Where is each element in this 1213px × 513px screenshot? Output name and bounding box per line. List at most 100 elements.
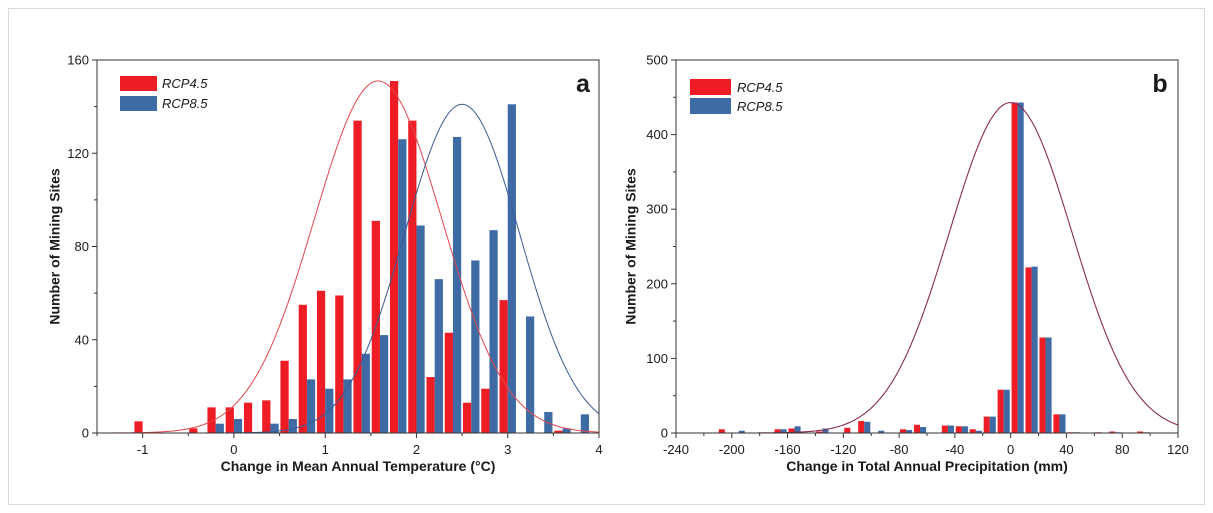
fit-curve-rcp85	[676, 102, 1179, 434]
fit-curve-rcp45	[96, 80, 600, 434]
x-tick-label: -120	[830, 442, 856, 457]
bar-rcp45	[225, 407, 234, 433]
legend: RCP4.5 RCP8.5	[120, 76, 208, 111]
x-tick-label: 0	[1007, 442, 1014, 457]
legend-label-rcp85: RCP8.5	[737, 99, 783, 114]
x-tick-label: -160	[775, 442, 801, 457]
bar-rcp85	[961, 426, 968, 433]
bar-rcp85	[878, 430, 885, 433]
bar-rcp85	[920, 427, 927, 433]
bar-rcp45	[844, 427, 851, 433]
bar-rcp45	[969, 429, 976, 433]
legend-swatch-rcp85	[120, 96, 157, 111]
bar-rcp45	[913, 424, 921, 433]
bar-rcp85	[398, 139, 407, 433]
legend-swatch-rcp85	[690, 98, 731, 114]
bar-rcp85	[1045, 337, 1052, 433]
bar-rcp85	[738, 430, 745, 433]
bar-rcp45	[1109, 431, 1116, 433]
bar-rcp45	[262, 400, 271, 433]
bar-rcp45	[774, 429, 781, 433]
bar-rcp45	[1053, 414, 1060, 433]
y-tick-label: 400	[646, 127, 668, 142]
y-tick-label: 300	[646, 202, 668, 217]
bar-rcp45	[554, 430, 563, 433]
bar-rcp45	[1011, 102, 1018, 434]
bar-rcp45	[335, 295, 344, 433]
bar-rcp85	[325, 388, 334, 433]
bar-rcp85	[215, 423, 224, 433]
axes: -240 -200 -160 -120 -80 -40 0 40 80 120 0 100 200 300…	[646, 53, 1189, 458]
y-tick-label: 0	[661, 426, 668, 441]
bar-rcp85	[489, 230, 498, 433]
bar-rcp85	[1017, 102, 1024, 434]
bar-rcp45	[788, 428, 795, 433]
bar-rcp85	[989, 416, 996, 433]
x-tick-label: -200	[719, 442, 745, 457]
bars	[718, 102, 1150, 434]
x-tick-label: 1	[322, 442, 329, 457]
bar-rcp45	[1025, 267, 1032, 433]
y-tick-label: 500	[646, 53, 668, 68]
bar-rcp45	[462, 402, 472, 433]
bar-rcp45	[389, 80, 399, 433]
bar-rcp85	[525, 316, 535, 433]
legend-swatch-rcp45	[120, 76, 157, 91]
bar-rcp45	[189, 428, 198, 433]
bar-rcp45	[499, 300, 508, 433]
bar-rcp85	[947, 425, 954, 433]
y-tick-label: 160	[67, 53, 89, 68]
bar-rcp85	[794, 426, 801, 433]
bar-rcp85	[975, 430, 982, 433]
x-tick-label: 4	[595, 442, 602, 457]
x-tick-label: 40	[1059, 442, 1073, 457]
bar-rcp45	[207, 407, 216, 433]
bar-rcp45	[316, 290, 326, 433]
bar-rcp85	[416, 225, 425, 433]
y-tick-label: 40	[75, 332, 89, 347]
bar-rcp45	[243, 402, 253, 433]
legend-swatch-rcp45	[690, 79, 731, 95]
panel-label: b	[1152, 70, 1167, 98]
bar-rcp85	[361, 353, 370, 433]
bar-rcp45	[444, 332, 453, 433]
bar-rcp45	[1137, 431, 1144, 433]
x-tick-label: 0	[230, 442, 237, 457]
figure-border	[8, 8, 1205, 505]
y-tick-label: 200	[646, 276, 668, 291]
bars	[134, 80, 589, 434]
x-tick-label: 3	[504, 442, 511, 457]
chart-panel-b: -240 -200 -160 -120 -80 -40 0 40 80 120 0 100 200 300…	[623, 53, 1189, 475]
bar-rcp85	[507, 104, 516, 433]
bar-rcp85	[379, 335, 389, 433]
bar-rcp85	[233, 419, 243, 433]
bar-rcp85	[306, 379, 316, 433]
y-tick-label: 100	[646, 351, 668, 366]
panel-label: a	[576, 70, 591, 98]
bar-rcp85	[343, 379, 352, 433]
bar-rcp85	[270, 423, 279, 433]
bar-rcp85	[1031, 266, 1038, 433]
bar-rcp85	[1059, 414, 1066, 433]
legend: RCP4.5 RCP8.5	[690, 79, 783, 114]
y-tick-label: 120	[67, 146, 89, 161]
y-tick-label: 0	[82, 426, 89, 441]
legend-label-rcp85: RCP8.5	[162, 96, 208, 111]
bar-rcp85	[906, 430, 913, 433]
plot-frame	[675, 59, 1179, 434]
bar-rcp85	[780, 429, 787, 433]
bar-rcp45	[718, 429, 725, 433]
legend-label-rcp45: RCP4.5	[162, 76, 208, 91]
x-tick-label: 2	[413, 442, 420, 457]
bar-rcp85	[864, 421, 871, 433]
y-axis-title: Number of Mining Sites	[47, 168, 63, 325]
bar-rcp45	[1039, 337, 1046, 433]
bar-rcp45	[941, 425, 948, 433]
bar-rcp85	[471, 260, 480, 433]
bar-rcp45	[900, 429, 907, 433]
x-axis-title: Change in Mean Annual Temperature (°C)	[221, 458, 496, 474]
y-axis-title: Number of Mining Sites	[623, 168, 639, 325]
x-tick-label: -80	[890, 442, 909, 457]
